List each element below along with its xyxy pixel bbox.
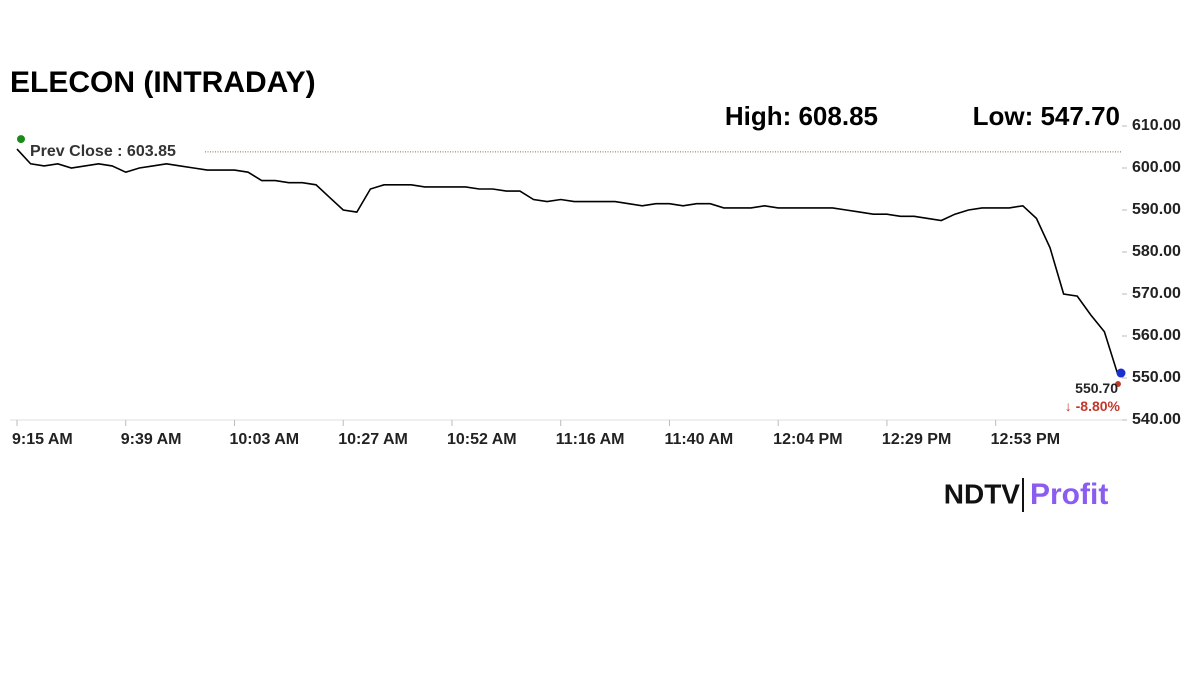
end-marker <box>1116 368 1126 378</box>
y-tick-label: 580.00 <box>1132 243 1181 260</box>
x-tick-label: 11:40 AM <box>664 431 733 448</box>
y-tick-label: 550.00 <box>1132 369 1181 386</box>
x-tick-label: 10:27 AM <box>338 431 408 448</box>
price-line <box>16 148 1119 376</box>
x-tick-label: 12:53 PM <box>991 431 1060 448</box>
brand-ndtv: NDTV <box>944 478 1021 509</box>
y-tick-label: 540.00 <box>1132 411 1181 428</box>
change-label: ↓ -8.80% <box>1065 398 1121 414</box>
end-dot <box>1115 381 1121 388</box>
start-marker <box>17 135 25 144</box>
x-tick-label: 10:03 AM <box>229 431 299 448</box>
y-tick-label: 600.00 <box>1132 159 1181 176</box>
x-tick-label: 12:04 PM <box>773 431 842 448</box>
x-tick-label: 9:15 AM <box>12 431 73 448</box>
x-tick-label: 12:29 PM <box>882 431 951 448</box>
brand-profit: Profit <box>1030 478 1108 511</box>
x-tick-label: 11:16 AM <box>556 431 625 448</box>
x-tick-label: 9:39 AM <box>121 431 182 448</box>
value-label: 550.70 <box>1075 380 1118 396</box>
prev-close-label: Prev Close : 603.85 <box>30 143 176 160</box>
y-tick-label: 560.00 <box>1132 327 1181 344</box>
low-label: Low: 547.70 <box>973 101 1120 131</box>
x-tick-label: 10:52 AM <box>447 431 517 448</box>
chart-title: ELECON (INTRADAY) <box>10 66 316 99</box>
high-label: High: 608.85 <box>725 101 878 131</box>
y-tick-label: 610.00 <box>1132 117 1181 134</box>
y-tick-label: 570.00 <box>1132 285 1181 302</box>
y-tick-label: 590.00 <box>1132 201 1181 218</box>
